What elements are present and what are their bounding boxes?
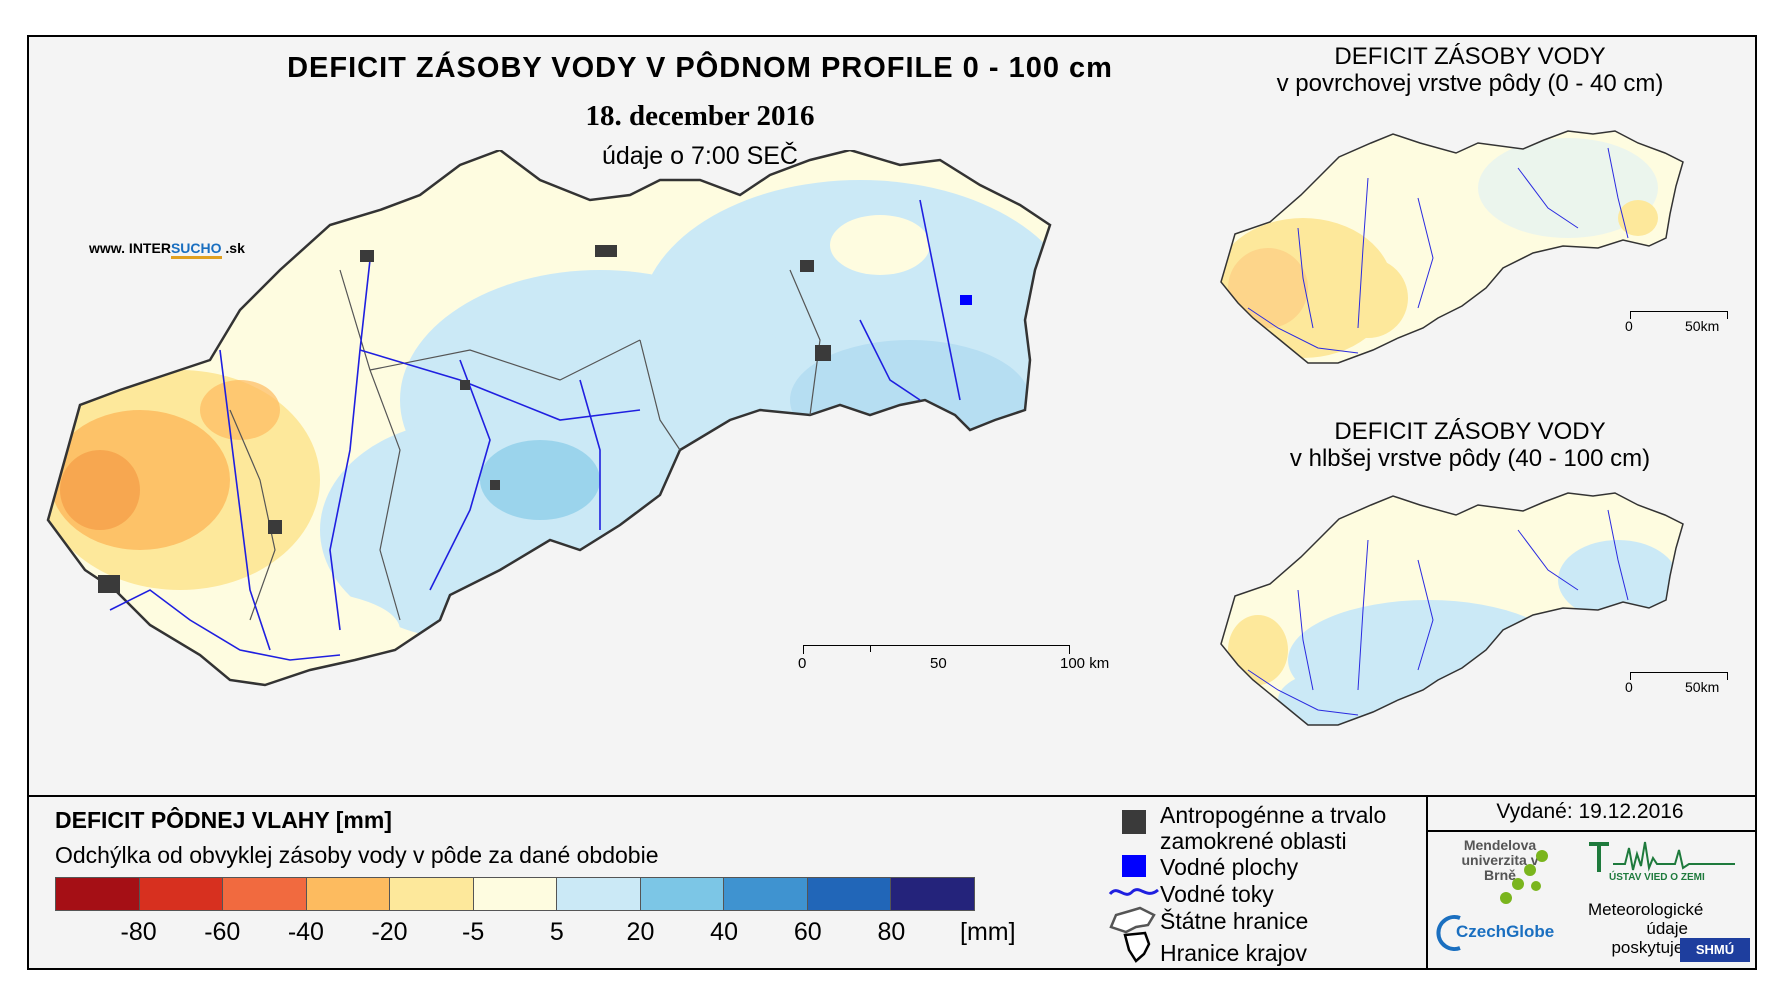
legend-bin-6 [557,878,641,910]
website-highlight: SUCHO [170,240,222,259]
state-border-symbol [1109,906,1156,934]
legend-bin-0 [56,878,140,910]
main-scale-label-50: 50 [930,655,947,672]
anthropogenic-label: Antropogénne a trvalo zamokrené oblasti [1160,802,1387,854]
rivers-label: Vodné toky [1160,881,1274,907]
legend-tick-label: -80 [120,918,157,946]
issued-date: Vydané: 19.12.2016 [1496,800,1684,823]
legend-color-bar [55,877,975,911]
inset-deep-title-line2: v hlbšej vrstve pôdy (40 - 100 cm) [1289,445,1651,472]
main-map [46,150,1052,687]
inset-surface-title-line2: v povrchovej vrstve pôdy (0 - 40 cm) [1276,70,1664,97]
inset-surface-title-line1: DEFICIT ZÁSOBY VODY [1334,43,1606,70]
legend-unit: [mm] [960,918,1016,946]
inset-deep-scale-bar [1630,672,1728,680]
legend-tick-label: -40 [287,918,324,946]
legend-tick-label: -20 [371,918,408,946]
main-scale-label-100: 100 km [1060,655,1110,672]
issued-divider [1426,830,1757,832]
legend-bin-5 [473,878,558,910]
region-border-label: Hranice krajov [1160,940,1307,966]
inset-surface-scale-50: 50km [1685,318,1720,334]
legend-bin-1 [139,878,224,910]
inset-surface-scale-0: 0 [1625,318,1633,334]
legend-title: DEFICIT PÔDNEJ VLAHY [mm] [55,807,392,833]
inset-deep-title-line1: DEFICIT ZÁSOBY VODY [1334,418,1606,445]
mendel-university-logo: Mendelova univerzita v Brně [1461,837,1539,883]
inset-surface-scale-bar [1630,311,1728,319]
ustav-vied-o-zemi-logo: ÚSTAV VIED O ZEMI [1585,838,1745,888]
czechglobe-logo: CzechGlobe [1436,912,1566,954]
legend-tick-label: 60 [793,918,822,946]
meteo-data-text: Meteorologické údaje poskytuje: [1588,900,1704,957]
shmu-logo: SHMÚ [1680,938,1750,962]
ustav-label: ÚSTAV VIED O ZEMI [1609,872,1705,883]
legend-tick-label: -5 [462,918,485,946]
legend-bin-3 [306,878,391,910]
czechglobe-label: CzechGlobe [1456,922,1555,941]
state-border-label: Štátne hranice [1160,908,1309,934]
inset-deep-title: DEFICIT ZÁSOBY VODY v hlbšej vrstve pôdy… [1190,418,1750,472]
rivers-symbol [1108,888,1159,896]
region-border-symbol [1123,931,1151,963]
legend-tick-label: 20 [626,918,655,946]
main-scale-bar [803,645,1070,654]
legend-divider [1426,795,1428,970]
legend-description: Odchýlka od obvyklej zásoby vody v pôde … [55,842,659,868]
anthropogenic-symbol [1122,810,1146,834]
inset-surface-title: DEFICIT ZÁSOBY VODY v povrchovej vrstve … [1190,43,1750,97]
legend-bin-2 [223,878,307,910]
website-link[interactable]: www. INTERSUCHO .sk [89,240,245,259]
water-bodies-label: Vodné plochy [1160,854,1299,880]
legend-tick-label: -60 [204,918,241,946]
legend-bin-8 [724,878,808,910]
legend-bin-4 [390,878,474,910]
inset-deep-map [1220,492,1684,726]
legend-tick-label: 80 [877,918,906,946]
legend-bin-10 [891,878,975,910]
inset-deep-scale-0: 0 [1625,679,1633,695]
inset-deep-scale-50: 50km [1685,679,1720,695]
main-map-title: DEFICIT ZÁSOBY VODY V PÔDNOM PROFILE 0 -… [287,52,1113,84]
main-scale-label-0: 0 [798,655,807,672]
legend-bin-7 [640,878,725,910]
main-scale-tick [870,645,871,652]
legend-panel [27,795,1757,970]
main-map-subtitle: údaje o 7:00 SEČ [602,142,798,170]
legend-tick-label: 40 [710,918,738,946]
main-map-date: 18. december 2016 [585,100,815,132]
legend-tick-label: 5 [549,918,564,946]
water-bodies-symbol [1122,855,1146,877]
mendel-dots-icon [1500,850,1548,904]
website-suffix: .sk [221,240,245,256]
inset-surface-map [1220,130,1684,364]
legend-bin-9 [807,878,892,910]
website-prefix: www. INTER [89,240,171,256]
